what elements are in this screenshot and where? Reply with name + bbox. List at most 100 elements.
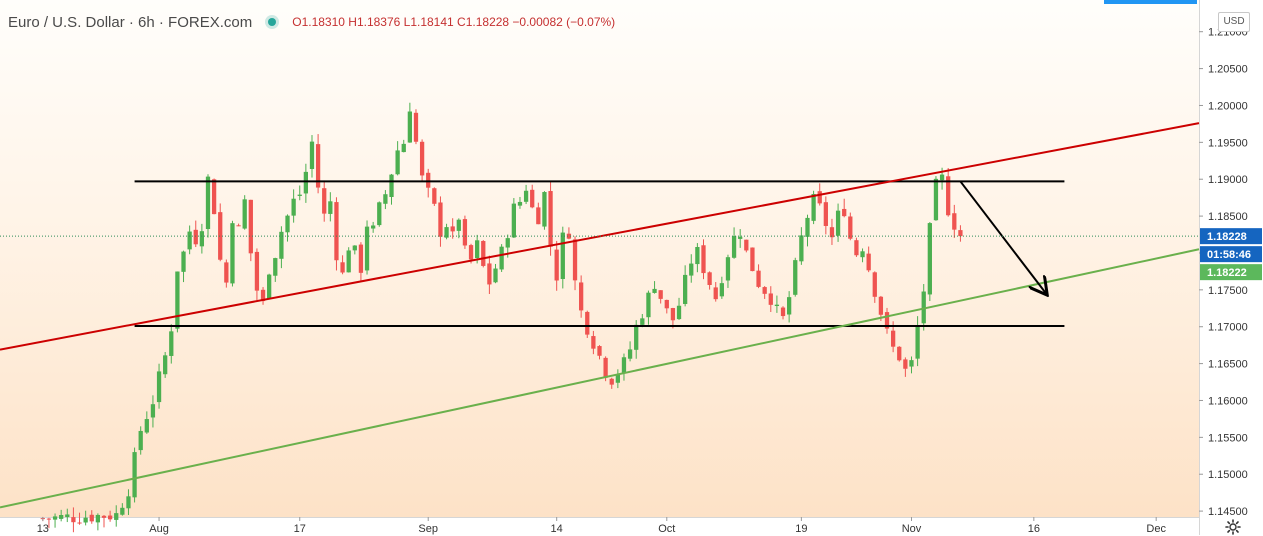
y-tick-label: 1.16000: [1208, 395, 1248, 407]
y-tick-label: 1.15500: [1208, 432, 1248, 444]
candle-body: [701, 245, 706, 274]
y-axis-labels: 1.210001.205001.200001.195001.190001.185…: [1199, 27, 1248, 518]
candle-body: [468, 245, 474, 260]
candle-body: [169, 331, 174, 356]
candle-body: [175, 271, 180, 329]
candle-body: [793, 260, 798, 295]
candle-body: [872, 272, 877, 297]
candle-body: [126, 496, 131, 509]
candle-body: [597, 346, 602, 356]
plot-area[interactable]: [0, 0, 1199, 517]
drawings-layer: [0, 122, 1200, 509]
candle-body: [890, 330, 896, 347]
ohlc-values: O1.18310 H1.18376 L1.18141 C1.18228 −0.0…: [292, 15, 616, 29]
candle-body: [542, 192, 547, 227]
candle-body: [65, 514, 70, 518]
candle-body: [193, 229, 198, 245]
candle-body: [267, 274, 272, 299]
candle-body: [107, 515, 113, 520]
candle-body: [603, 357, 608, 378]
candle-body: [652, 288, 657, 293]
candle-body: [499, 246, 504, 270]
candle-body: [59, 514, 64, 519]
candle-body: [303, 171, 309, 194]
candle-body: [438, 202, 443, 237]
candle-body: [615, 374, 620, 383]
candle-body: [548, 191, 553, 247]
candle-body: [138, 430, 143, 451]
candle-body: [621, 357, 627, 374]
x-tick-label: Dec: [1146, 523, 1166, 535]
x-tick-label: Oct: [658, 523, 675, 535]
x-tick-label: Aug: [149, 523, 169, 535]
candle-body: [848, 216, 853, 239]
candle-body: [664, 299, 669, 309]
y-tick-label: 1.14500: [1208, 506, 1248, 518]
candle-body: [854, 240, 859, 256]
candle-body: [719, 283, 724, 297]
candle-body: [897, 346, 902, 361]
candle-body: [163, 355, 168, 375]
candle-body: [358, 244, 364, 273]
currency-button[interactable]: USD: [1218, 12, 1250, 32]
candle-body: [627, 349, 633, 359]
candle-body: [224, 262, 229, 283]
candle-body: [315, 144, 321, 188]
candle-body: [805, 217, 810, 237]
chart-legend[interactable]: Euro / U.S. Dollar · 6h · FOREX.com O1.1…: [8, 12, 615, 32]
candle-body: [530, 189, 535, 208]
candle-body: [475, 240, 480, 258]
status-dot-icon: [268, 18, 277, 26]
y-tick-label: 1.19500: [1208, 137, 1248, 149]
x-tick-label: Nov: [902, 523, 922, 535]
candle-body: [156, 371, 162, 403]
countdown-text: 01:58:46: [1207, 249, 1251, 261]
bid-price-text: 1.18222: [1207, 267, 1247, 279]
candle-body: [523, 190, 529, 202]
candle-body: [744, 239, 749, 251]
candle-body: [211, 179, 217, 215]
y-tick-label: 1.18500: [1208, 211, 1248, 223]
candle-body: [413, 112, 419, 142]
time-axis[interactable]: [0, 517, 1199, 536]
candle-body: [419, 141, 425, 176]
candle-body: [462, 219, 468, 246]
candle-body: [646, 292, 651, 318]
candle-body: [493, 268, 498, 283]
candle-body: [150, 404, 156, 418]
forecast-arrow: [959, 180, 1046, 293]
candle-body: [364, 226, 370, 271]
candle-body: [322, 188, 327, 214]
candle-body: [835, 210, 841, 236]
candle-body: [866, 253, 871, 271]
candle-body: [658, 290, 663, 299]
candle-body: [346, 250, 351, 273]
candle-body: [407, 111, 413, 143]
candle-body: [444, 227, 449, 238]
countdown-tag: [1200, 246, 1262, 263]
candle-body: [456, 219, 461, 231]
green-trendline: [0, 248, 1200, 509]
candle-body: [395, 150, 400, 175]
candle-body: [829, 227, 835, 238]
y-tick-label: 1.20500: [1208, 64, 1248, 76]
candle-body: [132, 452, 137, 498]
bid-price-tag: [1200, 264, 1262, 281]
candle-body: [230, 223, 235, 284]
candle-body: [377, 202, 382, 226]
candle-body: [181, 251, 186, 272]
candle-body: [670, 308, 676, 321]
price-tags: 1.18228 01:58:46 1.18222: [1200, 228, 1262, 281]
y-tick-label: 1.16500: [1208, 359, 1248, 371]
candle-body: [328, 201, 333, 214]
symbol-title[interactable]: Euro / U.S. Dollar · 6h · FOREX.com: [8, 13, 253, 31]
candle-body: [823, 202, 828, 226]
settings-gear-icon[interactable]: [1225, 519, 1241, 535]
candle-body: [725, 257, 731, 281]
y-tick-label: 1.17500: [1208, 285, 1248, 297]
candle-body: [205, 176, 211, 230]
candle-body: [811, 194, 816, 221]
red-trendline: [0, 122, 1200, 351]
y-tick-label: 1.19000: [1208, 174, 1248, 186]
